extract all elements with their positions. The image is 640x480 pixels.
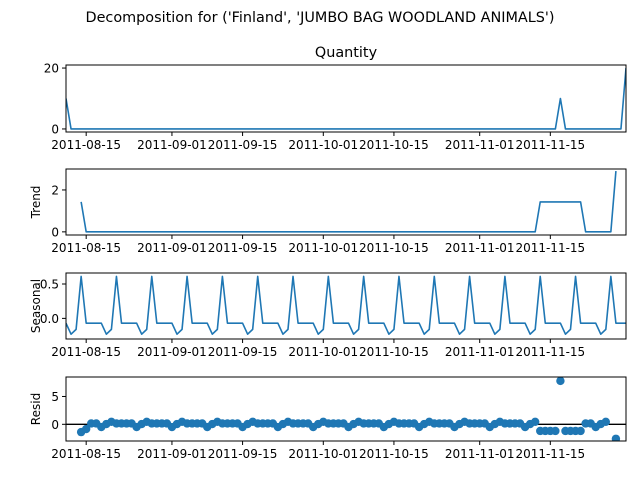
resid-point <box>601 417 611 426</box>
resid-point <box>576 426 585 436</box>
x-tick-label: 2011-10-15 <box>359 447 429 461</box>
x-tick-label: 2011-11-01 <box>445 345 515 359</box>
x-tick-label: 2011-08-15 <box>51 447 121 461</box>
x-tick-label: 2011-11-15 <box>515 138 585 152</box>
y-tick-label: 5 <box>51 390 59 404</box>
x-tick-label: 2011-09-15 <box>208 138 278 152</box>
y-tick-label: 0.0 <box>40 312 59 326</box>
y-tick-label: 0 <box>51 225 59 239</box>
x-tick-label: 2011-10-01 <box>288 447 358 461</box>
y-tick-label: 2 <box>51 183 59 197</box>
x-tick-label: 2011-11-01 <box>445 138 515 152</box>
x-tick-label: 2011-10-15 <box>359 241 429 255</box>
y-axis-label: Seasonal <box>29 279 43 333</box>
quantity-panel: Quantity 0 20 2011-08-15 2011-09-01 2011-09-1… <box>44 45 627 152</box>
x-tick-label: 2011-08-15 <box>51 345 121 359</box>
axes-frame <box>65 168 627 236</box>
series-line <box>80 171 617 233</box>
figure-suptitle: Decomposition for ('Finland', 'JUMBO BAG… <box>86 10 555 26</box>
y-axis-label: Resid <box>29 393 43 425</box>
x-tick-label: 2011-09-01 <box>137 241 207 255</box>
x-tick-label: 2011-11-01 <box>445 447 515 461</box>
y-tick-label: 0 <box>51 418 59 432</box>
resid-point <box>530 417 540 426</box>
axes-frame <box>65 64 627 133</box>
x-tick-label: 2011-10-15 <box>359 345 429 359</box>
x-tick-label: 2011-10-01 <box>288 138 358 152</box>
series-line <box>66 67 626 130</box>
resid-point <box>81 424 91 434</box>
resid-point <box>611 434 621 441</box>
resid-point <box>556 377 565 386</box>
x-tick-label: 2011-09-15 <box>208 345 278 359</box>
x-tick-label: 2011-11-15 <box>515 447 585 461</box>
x-tick-label: 2011-10-15 <box>359 138 429 152</box>
plot-area <box>66 67 626 130</box>
x-tick-label: 2011-08-15 <box>51 138 121 152</box>
x-tick-label: 2011-11-15 <box>515 345 585 359</box>
x-tick-label: 2011-09-01 <box>137 447 207 461</box>
x-tick-label: 2011-10-01 <box>288 345 358 359</box>
plot-area <box>66 377 626 441</box>
series-line <box>66 275 626 335</box>
y-tick-label: 0.5 <box>40 278 59 292</box>
y-tick-label: 20 <box>44 62 59 76</box>
y-tick-label: 0 <box>51 122 59 136</box>
x-tick-label: 2011-09-01 <box>137 345 207 359</box>
x-tick-label: 2011-08-15 <box>51 241 121 255</box>
y-axis-label: Trend <box>29 186 43 220</box>
resid-panel: Resid 0 5 2011-08-15 2011-09-01 2011-09-15 201… <box>29 376 627 461</box>
trend-panel: Trend 0 2 2011-08-15 2011-09-01 2011-09-15 201… <box>29 168 627 255</box>
plot-area <box>80 171 617 233</box>
axes-frame <box>65 272 627 340</box>
x-tick-label: 2011-10-01 <box>288 241 358 255</box>
x-tick-label: 2011-11-01 <box>445 241 515 255</box>
axes-frame <box>65 376 627 442</box>
x-tick-label: 2011-11-15 <box>515 241 585 255</box>
x-tick-label: 2011-09-15 <box>208 241 278 255</box>
panel-title: Quantity <box>315 45 378 61</box>
x-tick-label: 2011-09-15 <box>208 447 278 461</box>
x-tick-label: 2011-09-01 <box>137 138 207 152</box>
plot-area <box>66 275 626 335</box>
resid-point <box>551 426 560 436</box>
